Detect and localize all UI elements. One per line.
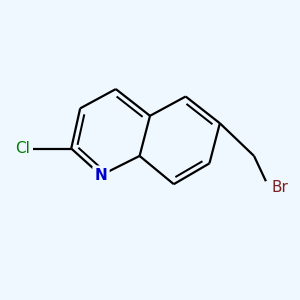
Text: Br: Br — [272, 180, 289, 195]
Text: Cl: Cl — [15, 141, 30, 156]
Text: N: N — [94, 168, 107, 183]
